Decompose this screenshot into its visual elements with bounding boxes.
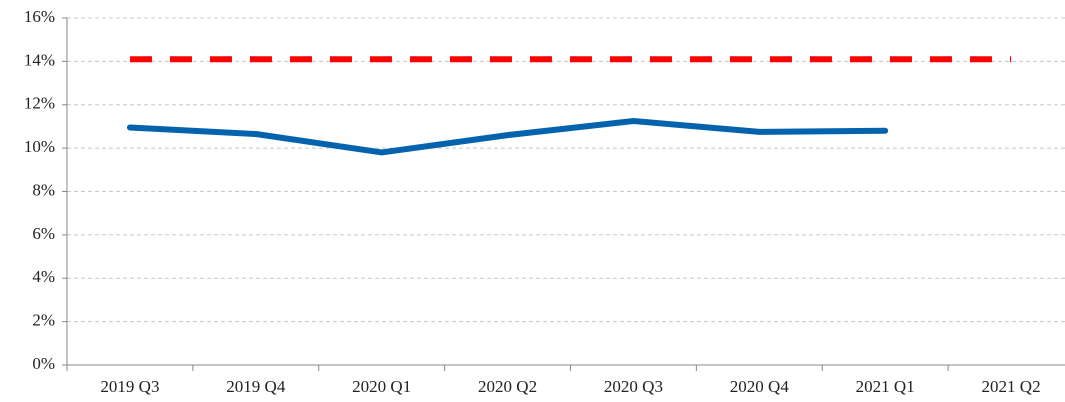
- x-tick-label: 2020 Q4: [730, 377, 790, 396]
- y-tick-label: 4%: [32, 267, 55, 286]
- x-tick-label: 2021 Q2: [982, 377, 1041, 396]
- y-tick-label: 14%: [24, 50, 55, 69]
- y-tick-label: 6%: [32, 224, 55, 243]
- series-line: [126, 118, 889, 156]
- x-tick-label: 2019 Q3: [100, 377, 159, 396]
- y-tick-label: 2%: [32, 311, 55, 330]
- y-tick-label: 0%: [32, 354, 55, 373]
- x-tick-label: 2020 Q2: [478, 377, 537, 396]
- x-tick-label: 2021 Q1: [856, 377, 915, 396]
- y-tick-label: 8%: [32, 180, 55, 199]
- x-tick-label: 2020 Q3: [604, 377, 663, 396]
- y-tick-label: 12%: [24, 94, 55, 113]
- x-tick-label: 2019 Q4: [226, 377, 286, 396]
- y-tick-label: 10%: [24, 137, 55, 156]
- y-tick-label: 16%: [24, 7, 55, 26]
- x-tick-label: 2020 Q1: [352, 377, 411, 396]
